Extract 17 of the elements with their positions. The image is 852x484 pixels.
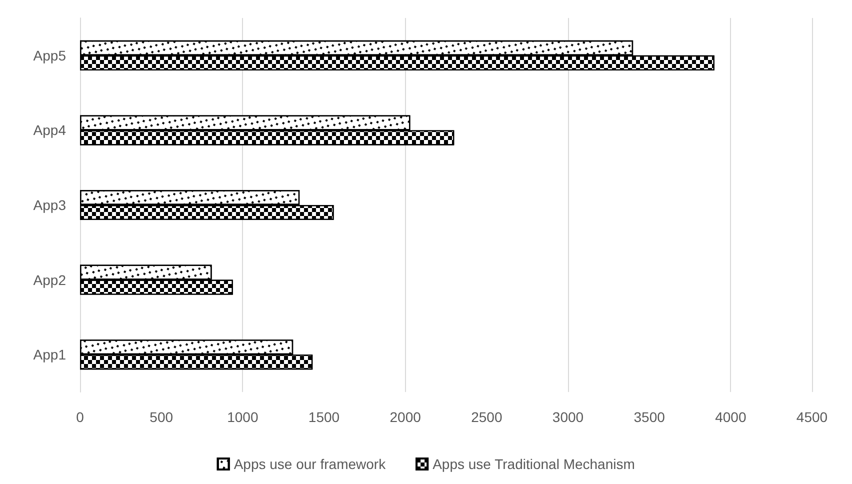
x-tick-label: 0 <box>76 409 84 425</box>
x-tick-label: 2000 <box>390 409 422 425</box>
x-tick-label: 4500 <box>796 409 828 425</box>
x-tick-label: 3000 <box>552 409 584 425</box>
x-tick-label: 3500 <box>634 409 666 425</box>
x-tick-label: 1500 <box>308 409 340 425</box>
legend-label: Apps use our framework <box>234 456 387 472</box>
y-tick-label: App3 <box>33 197 66 213</box>
x-tick-label: 1000 <box>227 409 258 425</box>
legend-label: Apps use Traditional Mechanism <box>432 456 635 472</box>
y-tick-label: App2 <box>33 272 66 288</box>
x-tick-label: 4000 <box>715 409 746 425</box>
y-tick-label: App1 <box>33 346 66 363</box>
y-tick-label: App4 <box>33 122 66 138</box>
x-tick-label: 2500 <box>471 409 502 425</box>
y-tick-label: App5 <box>33 47 66 64</box>
x-tick-label: 500 <box>150 409 174 425</box>
